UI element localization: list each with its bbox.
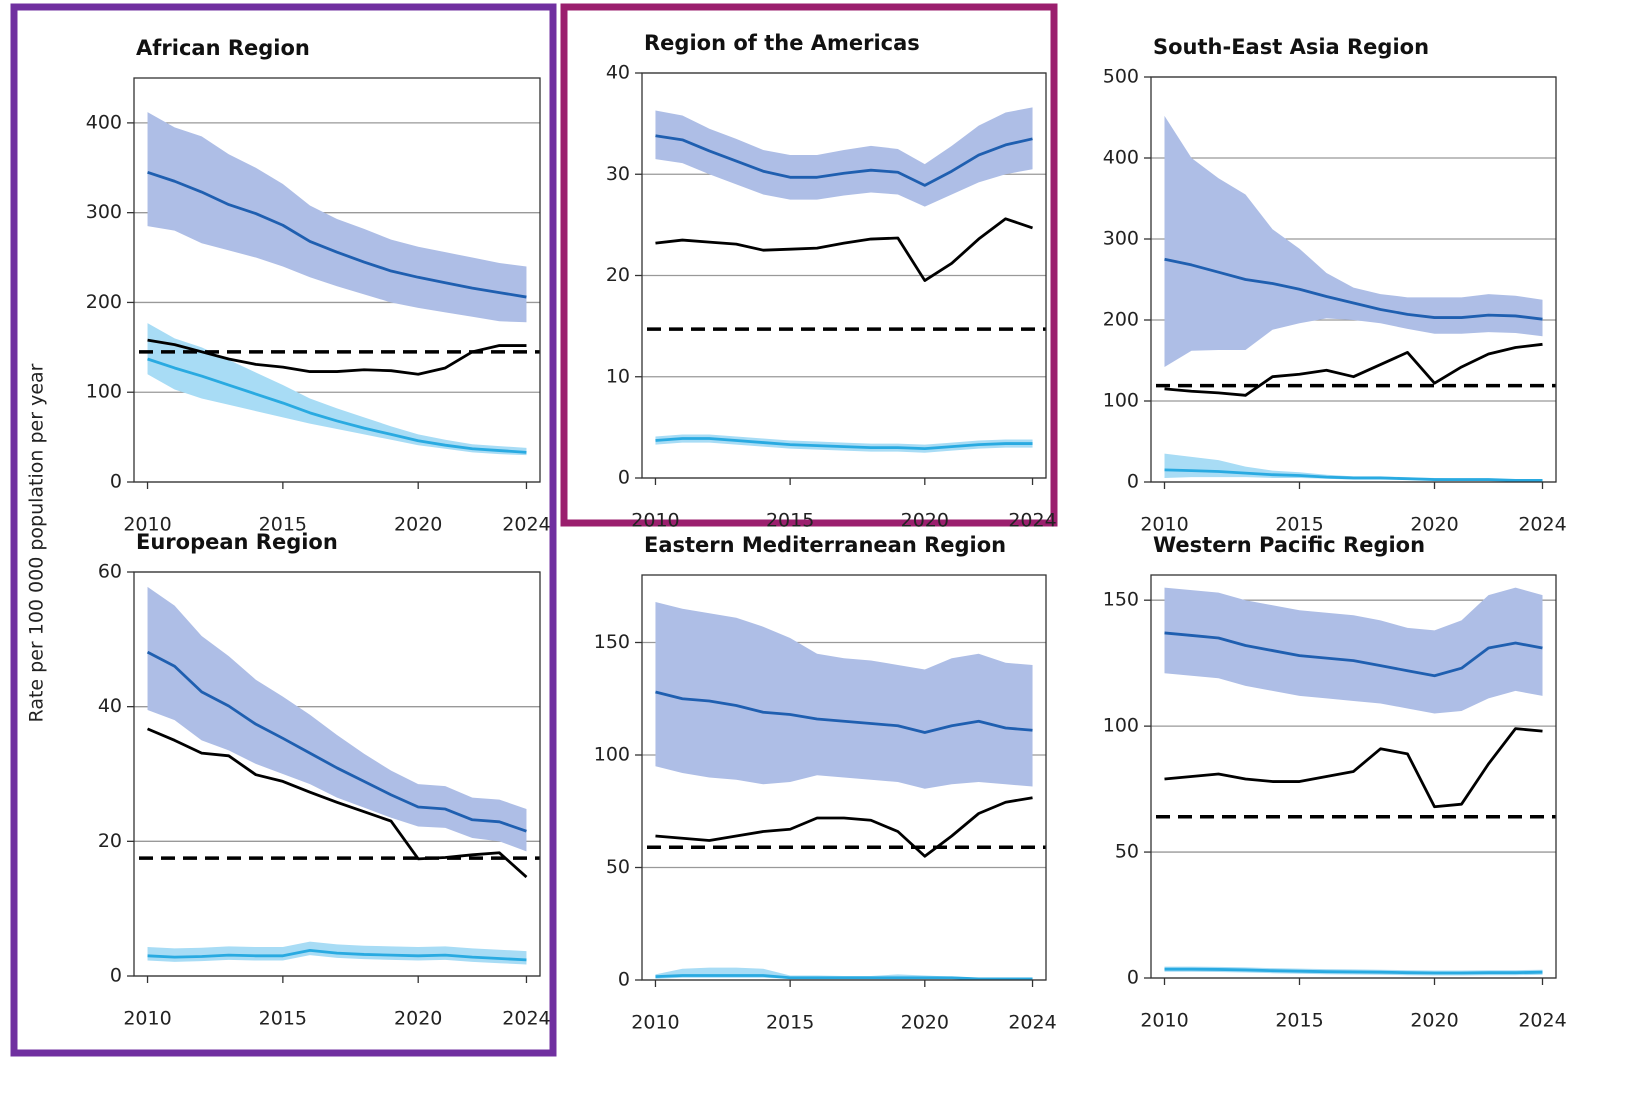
x-tick-label: 2020 — [901, 1012, 949, 1034]
x-tick-label: 2010 — [1140, 1010, 1188, 1032]
y-tick-label: 0 — [618, 467, 630, 489]
series-line — [1164, 342, 1543, 397]
y-tick-label: 0 — [110, 471, 122, 493]
highlight-box — [560, 3, 1058, 527]
series-line — [1164, 257, 1543, 321]
x-tick-label: 2024 — [1518, 1010, 1566, 1032]
panel-title: South-East Asia Region — [1153, 35, 1429, 59]
panel-title: Region of the Americas — [644, 31, 920, 55]
uncertainty-band — [147, 323, 527, 456]
series-line — [147, 338, 527, 376]
series-line — [655, 690, 1033, 734]
x-tick-label: 2015 — [259, 514, 307, 536]
x-tick-label: 2010 — [123, 1008, 171, 1030]
x-tick-label: 2015 — [259, 1008, 307, 1030]
plot-frame — [641, 574, 1047, 981]
panel-title: European Region — [136, 530, 338, 554]
series-line — [147, 949, 527, 962]
panel: Western Pacific Region 0 50 100 150 2010 2015 2… — [1103, 533, 1567, 1032]
x-tick-label: 2024 — [502, 1008, 550, 1030]
y-tick-label: 100 — [594, 744, 630, 766]
y-tick-label: 100 — [1103, 390, 1139, 412]
y-tick-label: 0 — [618, 969, 630, 991]
y-tick-label: 30 — [606, 163, 630, 185]
x-tick-label: 2024 — [1008, 1012, 1056, 1034]
uncertainty-band — [147, 586, 527, 852]
series-line — [1164, 468, 1543, 482]
x-tick-label: 2020 — [394, 1008, 442, 1030]
y-tick-label: 500 — [1103, 66, 1139, 88]
plot-frame — [641, 72, 1047, 479]
uncertainty-band — [1164, 587, 1543, 714]
x-tick-label: 2010 — [631, 1012, 679, 1034]
uncertainty-band — [655, 602, 1033, 789]
plot-frame — [1150, 574, 1557, 979]
x-tick-label: 2010 — [631, 510, 679, 532]
panel: African Region 0 100 200 300 400 2010 2015 2020 2… — [86, 36, 551, 536]
x-tick-label: 2024 — [502, 514, 550, 536]
panel-title: Western Pacific Region — [1153, 533, 1425, 557]
y-tick-label: 100 — [1103, 715, 1139, 737]
panel-title: Eastern Mediterranean Region — [644, 533, 1006, 557]
highlight-box — [10, 3, 557, 1057]
uncertainty-band — [147, 112, 527, 323]
plot-frame — [133, 77, 541, 483]
y-tick-label: 0 — [1127, 471, 1139, 493]
y-tick-label: 400 — [86, 111, 122, 133]
x-tick-label: 2024 — [1008, 510, 1056, 532]
uncertainty-band — [1164, 115, 1543, 367]
x-tick-label: 2015 — [1275, 514, 1323, 536]
y-tick-label: 50 — [606, 856, 630, 878]
plot-frame — [1150, 76, 1557, 483]
y-tick-label: 60 — [98, 561, 122, 583]
y-tick-label: 150 — [594, 631, 630, 653]
y-tick-label: 150 — [1103, 589, 1139, 611]
x-tick-label: 2024 — [1518, 514, 1566, 536]
series-line — [655, 437, 1033, 451]
y-tick-label: 0 — [1127, 967, 1139, 989]
panel: South-East Asia Region 0 100 200 300 400 500 20… — [1103, 35, 1567, 536]
x-tick-label: 2015 — [1275, 1010, 1323, 1032]
x-tick-label: 2010 — [123, 514, 171, 536]
panel: European Region 0 20 40 60 2010 2015 2020 2024 — [98, 530, 551, 1030]
y-tick-label: 300 — [1103, 228, 1139, 250]
x-tick-label: 2020 — [1410, 514, 1458, 536]
series-line — [655, 974, 1033, 981]
plot-frame — [133, 571, 541, 977]
series-line — [655, 134, 1033, 187]
x-tick-label: 2015 — [766, 1012, 814, 1034]
series-line — [1164, 967, 1543, 975]
series-line — [147, 170, 527, 299]
series-line — [1164, 727, 1543, 809]
y-tick-label: 20 — [606, 264, 630, 286]
x-tick-label: 2015 — [766, 510, 814, 532]
y-tick-label: 200 — [1103, 309, 1139, 331]
panel: Region of the Americas 0 10 20 30 40 2010 2015 2… — [606, 31, 1057, 532]
y-tick-label: 10 — [606, 365, 630, 387]
y-tick-label: 50 — [1115, 841, 1139, 863]
series-line — [146, 727, 528, 879]
y-tick-label: 40 — [606, 62, 630, 84]
y-tick-label: 200 — [86, 291, 122, 313]
series-line — [655, 217, 1033, 282]
y-axis-label: Rate per 100 000 population per year — [26, 363, 48, 722]
panel: Eastern Mediterranean Region 0 50 100 150 201… — [594, 533, 1057, 1034]
y-tick-label: 20 — [98, 830, 122, 852]
series-line — [147, 357, 527, 454]
y-tick-label: 100 — [86, 381, 122, 403]
y-tick-label: 0 — [110, 965, 122, 987]
series-line — [146, 650, 527, 833]
y-tick-label: 40 — [98, 695, 122, 717]
x-tick-label: 2020 — [394, 514, 442, 536]
y-tick-label: 300 — [86, 201, 122, 223]
x-tick-label: 2020 — [901, 510, 949, 532]
y-tick-label: 400 — [1103, 147, 1139, 169]
series-line — [655, 796, 1033, 858]
x-tick-label: 2020 — [1410, 1010, 1458, 1032]
x-tick-label: 2010 — [1140, 514, 1188, 536]
uncertainty-band — [655, 107, 1033, 207]
series-line — [1164, 631, 1543, 678]
panel-title: African Region — [136, 36, 310, 60]
